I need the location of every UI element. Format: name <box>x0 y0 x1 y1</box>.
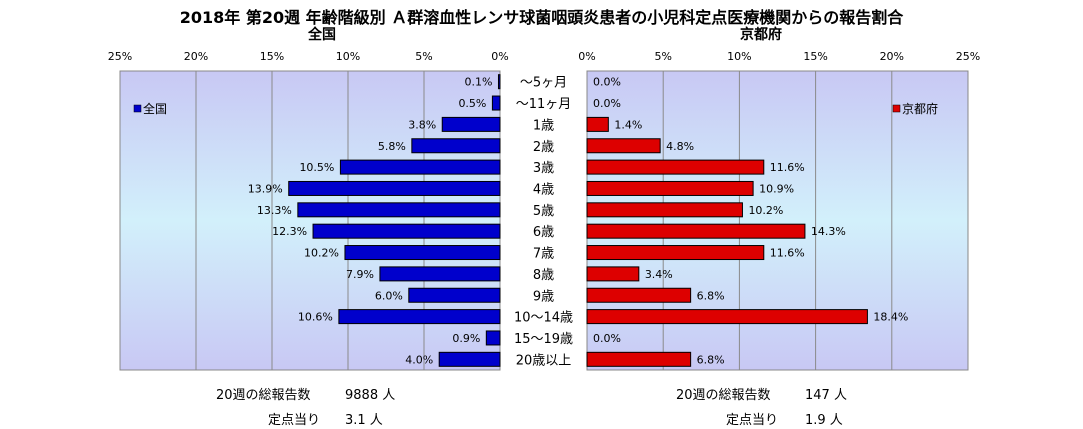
age-category-label: 15～19歳 <box>514 332 573 347</box>
right-axis-tick-label: 25% <box>956 50 980 63</box>
right-bar <box>586 202 743 218</box>
right-bar-value-label: 10.2% <box>748 204 783 217</box>
right-bar-value-label: 0.0% <box>593 76 621 89</box>
right-bar-value-label: 0.0% <box>593 332 621 345</box>
right-bar-value-label: 1.4% <box>614 118 642 131</box>
left-bar <box>288 180 501 196</box>
left-bar <box>485 330 501 346</box>
right-legend-label: 京都府 <box>902 101 938 116</box>
left-bar <box>338 309 501 325</box>
right-total-value: 147 人 <box>805 388 847 403</box>
right-legend-swatch <box>892 104 901 113</box>
right-bar <box>586 159 765 175</box>
right-bar <box>586 266 640 282</box>
left-axis-tick-label: 5% <box>415 50 432 63</box>
left-bar-value-label: 12.3% <box>272 225 307 238</box>
right-total-label: 20週の総報告数 <box>676 388 771 403</box>
left-axis-tick-label: 0% <box>491 50 508 63</box>
left-bar <box>379 266 501 282</box>
right-bar <box>586 180 754 196</box>
left-bar <box>497 74 501 90</box>
left-bar-value-label: 4.0% <box>405 353 433 366</box>
left-bar <box>344 245 501 261</box>
age-category-label: 2歳 <box>533 140 554 155</box>
age-category-label: 7歳 <box>533 247 554 262</box>
right-axis-tick-label: 15% <box>803 50 827 63</box>
right-bar-value-label: 6.8% <box>697 289 725 302</box>
right-bar <box>586 351 692 367</box>
age-category-label: 20歳以上 <box>516 353 572 368</box>
right-bar-value-label: 10.9% <box>759 182 794 195</box>
age-category-label: 10～14歳 <box>514 311 573 326</box>
chart-title: 2018年 第20週 年齢階級別 Ａ群溶血性レンサ球菌咽頭炎患者の小児科定点医療… <box>179 8 904 27</box>
age-category-label: 5歳 <box>533 204 554 219</box>
left-total-value: 9888 人 <box>345 388 396 403</box>
left-bar-value-label: 10.2% <box>304 247 339 260</box>
age-category-label: ～11ヶ月 <box>516 97 572 112</box>
left-bar-value-label: 0.9% <box>452 332 480 345</box>
left-axis-tick-label: 20% <box>184 50 208 63</box>
left-legend-swatch <box>133 104 142 113</box>
left-bar-value-label: 10.5% <box>299 161 334 174</box>
right-bar-value-label: 14.3% <box>811 225 846 238</box>
right-bar-value-label: 6.8% <box>697 353 725 366</box>
left-axis-tick-label: 25% <box>108 50 132 63</box>
left-bar-value-label: 6.0% <box>375 289 403 302</box>
right-axis-tick-label: 10% <box>727 50 751 63</box>
right-axis-tick-label: 5% <box>654 50 671 63</box>
left-bar-value-label: 13.3% <box>257 204 292 217</box>
left-total-label: 20週の総報告数 <box>216 388 311 403</box>
left-bar <box>297 202 501 218</box>
age-category-label: 9歳 <box>533 289 554 304</box>
left-panel-title: 全国 <box>308 27 336 43</box>
age-category-label: 6歳 <box>533 225 554 240</box>
age-category-label: 4歳 <box>533 182 554 197</box>
left-bar <box>339 159 501 175</box>
right-bar <box>586 138 661 154</box>
age-category-label: 8歳 <box>533 268 554 283</box>
right-panel-title: 京都府 <box>740 27 782 43</box>
right-axis-tick-label: 0% <box>578 50 595 63</box>
right-bar <box>586 309 868 325</box>
left-bar <box>441 116 501 132</box>
left-bar <box>491 95 501 111</box>
left-bar-value-label: 13.9% <box>248 182 283 195</box>
left-axis-tick-label: 10% <box>336 50 360 63</box>
right-axis-tick-label: 20% <box>880 50 904 63</box>
left-plot-area <box>119 70 501 371</box>
right-per-site-value: 1.9 人 <box>805 413 843 428</box>
right-bar <box>586 223 806 239</box>
right-bar <box>586 245 765 261</box>
right-bar <box>586 116 609 132</box>
left-axis-tick-label: 15% <box>260 50 284 63</box>
left-per-site-value: 3.1 人 <box>345 413 383 428</box>
right-bar-value-label: 11.6% <box>770 247 805 260</box>
right-bar-value-label: 18.4% <box>873 311 908 324</box>
right-bar-value-label: 4.8% <box>666 140 694 153</box>
left-bar-value-label: 0.1% <box>465 76 493 89</box>
left-bar-value-label: 3.8% <box>408 118 436 131</box>
left-bar-value-label: 5.8% <box>378 140 406 153</box>
left-legend-label: 全国 <box>143 101 167 116</box>
left-bar <box>312 223 501 239</box>
age-category-label: 1歳 <box>533 118 554 133</box>
left-bar-value-label: 0.5% <box>458 97 486 110</box>
left-bar <box>438 351 501 367</box>
right-per-site-label: 定点当り <box>726 413 779 428</box>
left-bar-value-label: 10.6% <box>298 311 333 324</box>
left-bar-value-label: 7.9% <box>346 268 374 281</box>
right-bar-value-label: 11.6% <box>770 161 805 174</box>
left-bar <box>408 287 501 303</box>
right-bar <box>586 287 692 303</box>
right-bar-value-label: 0.0% <box>593 97 621 110</box>
left-per-site-label: 定点当り <box>268 413 321 428</box>
age-category-label: ～5ヶ月 <box>520 76 567 91</box>
right-bar-value-label: 3.4% <box>645 268 673 281</box>
left-bar <box>411 138 501 154</box>
age-category-label: 3歳 <box>533 161 554 176</box>
